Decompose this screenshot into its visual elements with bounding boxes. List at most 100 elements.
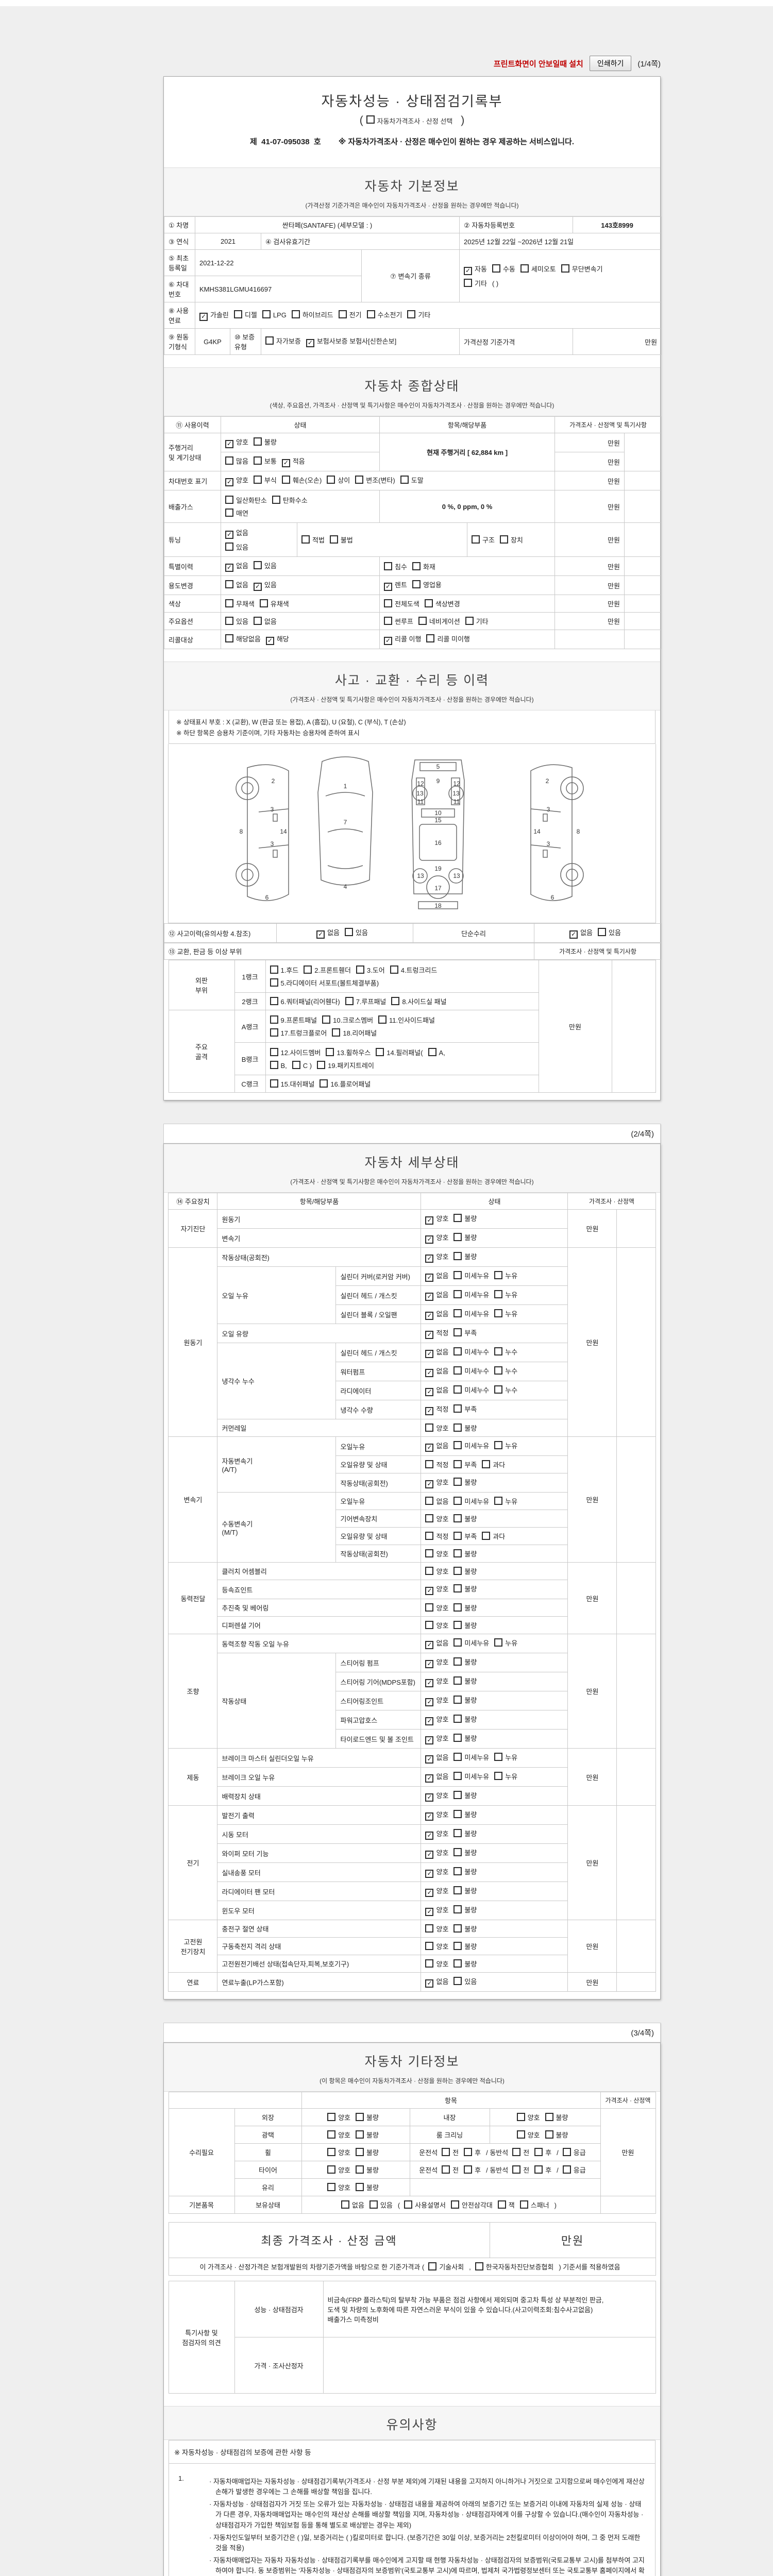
checkbox-LPG[interactable]: LPG (262, 310, 287, 319)
checkbox-스패너[interactable]: 스패너 (519, 2200, 549, 2210)
checkbox-후[interactable]: 후 (464, 2165, 481, 2175)
checkbox-양호[interactable]: 양호 (327, 2147, 350, 2157)
checkbox-16.플로어패널[interactable]: 16.플로어패널 (320, 1079, 371, 1089)
checkbox-18.리어패널[interactable]: 18.리어패널 (332, 1028, 377, 1038)
checkbox-전[interactable]: 전 (442, 2165, 459, 2175)
checkbox-양호[interactable]: 양호 (425, 1423, 448, 1433)
checkbox-불량[interactable]: 불량 (453, 1848, 477, 1857)
checkbox-네비게이션[interactable]: 네비게이션 (418, 616, 460, 626)
checkbox-누유[interactable]: 누유 (494, 1771, 517, 1781)
checkbox-불량[interactable]: 불량 (545, 2130, 568, 2140)
checkbox-양호[interactable]: ✓ 양호 (425, 1828, 448, 1840)
checkbox-도말[interactable]: 도말 (400, 475, 424, 485)
checkbox-적정[interactable]: 적정 (425, 1531, 448, 1541)
checkbox-색상변경[interactable]: 색상변경 (424, 599, 460, 608)
checkbox-없음[interactable]: ✓ 없음 (225, 528, 248, 539)
checkbox-불량[interactable]: 불량 (453, 1584, 477, 1594)
checkbox-무채색[interactable]: 무채색 (225, 599, 255, 608)
checkbox-불량[interactable]: 불량 (453, 1251, 477, 1261)
checkbox-없음[interactable]: 없음 (225, 580, 248, 589)
checkbox-불량[interactable]: 불량 (453, 1828, 477, 1838)
checkbox-미세누유[interactable]: 미세누유 (453, 1752, 489, 1762)
checkbox-불량[interactable]: 불량 (453, 1809, 477, 1819)
checkbox-훼손(오손)[interactable]: 훼손(오손) (281, 475, 322, 485)
checkbox-후[interactable]: 후 (534, 2165, 551, 2175)
checkbox-보험사보증 보험사[신한손보][interactable]: ✓ 보험사보증 보험사[신한손보] (306, 336, 396, 347)
checkbox-양호[interactable]: 양호 (425, 1603, 448, 1613)
checkbox-불량[interactable]: 불량 (453, 1905, 477, 1914)
checkbox-적음[interactable]: ✓ 적음 (281, 456, 305, 467)
checkbox-불량[interactable]: 불량 (453, 1959, 477, 1969)
checkbox-불량[interactable]: 불량 (356, 2130, 379, 2140)
checkbox-전체도색[interactable]: 전체도색 (384, 599, 419, 608)
checkbox-해당[interactable]: ✓ 해당 (265, 634, 289, 645)
checkbox-침수[interactable]: 침수 (384, 562, 407, 571)
checkbox-미세누유[interactable]: 미세누유 (453, 1270, 489, 1280)
checkbox-미세누유[interactable]: 미세누유 (453, 1496, 489, 1506)
checkbox-양호[interactable]: 양호 (425, 1959, 448, 1969)
checkbox-적정[interactable]: ✓ 적정 (425, 1404, 448, 1415)
checkbox-불량[interactable]: 불량 (453, 1603, 477, 1613)
checkbox-부족[interactable]: 부족 (453, 1531, 477, 1541)
checkbox-없음[interactable]: 없음 (425, 1496, 448, 1506)
checkbox-불량[interactable]: 불량 (253, 437, 277, 447)
checkbox-불량[interactable]: 불량 (453, 1924, 477, 1934)
checkbox-양호[interactable]: ✓ 양호 (425, 1695, 448, 1706)
checkbox-부식[interactable]: 부식 (253, 475, 277, 485)
checkbox-잭[interactable]: 잭 (497, 2200, 515, 2210)
checkbox-양호[interactable]: ✓ 양호 (425, 1657, 448, 1668)
price-survey-select-checkbox[interactable]: 자동차가격조사 · 산정 선택 (366, 115, 452, 126)
checkbox-불량[interactable]: 불량 (356, 2182, 379, 2192)
checkbox-불량[interactable]: 불량 (453, 1941, 477, 1951)
checkbox-15.대쉬패널[interactable]: 15.대쉬패널 (270, 1079, 314, 1089)
checkbox-부족[interactable]: 부족 (453, 1404, 477, 1414)
checkbox-양호[interactable]: 양호 (425, 1549, 448, 1558)
checkbox-미세누유[interactable]: 미세누유 (453, 1440, 489, 1450)
checkbox-적정[interactable]: ✓ 적정 (425, 1328, 448, 1339)
checkbox-13.휠하우스[interactable]: 13.휠하우스 (326, 1047, 371, 1057)
checkbox-2.프론트휀더[interactable]: 2.프론트휀더 (304, 965, 351, 975)
checkbox-없음[interactable]: 없음 (341, 2200, 364, 2210)
checkbox-미세누유[interactable]: 미세누유 (453, 1309, 489, 1318)
checkbox-누수[interactable]: 누수 (494, 1347, 517, 1357)
checkbox-해당없음[interactable]: 해당없음 (225, 634, 261, 643)
checkbox-안전삼각대[interactable]: 안전삼각대 (450, 2200, 493, 2210)
checkbox-적정[interactable]: 적정 (425, 1460, 448, 1469)
checkbox-있음[interactable]: 있음 (345, 927, 368, 937)
checkbox-일산화탄소[interactable]: 일산화탄소 (225, 495, 267, 505)
checkbox-없음[interactable]: ✓ 없음 (425, 1976, 448, 1988)
checkbox-기술사회[interactable]: 기술사회 (428, 2262, 464, 2272)
checkbox-기타[interactable]: 기타 (465, 616, 489, 626)
checkbox-누유[interactable]: 누유 (494, 1752, 517, 1762)
checkbox-누유[interactable]: 누유 (494, 1638, 517, 1648)
checkbox-후[interactable]: 후 (464, 2147, 481, 2157)
checkbox-렌트[interactable]: ✓ 렌트 (384, 580, 407, 591)
checkbox-없음[interactable]: ✓ 없음 (425, 1752, 448, 1764)
checkbox-누유[interactable]: 누유 (494, 1290, 517, 1299)
checkbox-무단변속기[interactable]: 무단변속기 (561, 264, 603, 274)
checkbox-양호[interactable]: ✓ 양호 (425, 1584, 448, 1595)
checkbox-불량[interactable]: 불량 (453, 1477, 477, 1487)
checkbox-없음[interactable]: ✓ 없음 (425, 1309, 448, 1320)
checkbox-불량[interactable]: 불량 (545, 2112, 568, 2122)
checkbox-8.사이드실 패널[interactable]: 8.사이드실 패널 (391, 996, 447, 1006)
checkbox-양호[interactable]: 양호 (516, 2130, 540, 2140)
checkbox-없음[interactable]: ✓ 없음 (425, 1347, 448, 1358)
checkbox-불량[interactable]: 불량 (453, 1886, 477, 1895)
checkbox-없음[interactable]: ✓ 없음 (425, 1440, 448, 1452)
checkbox-화재[interactable]: 화재 (412, 562, 435, 571)
checkbox-미세누유[interactable]: 미세누유 (453, 1638, 489, 1648)
checkbox-많음[interactable]: 많음 (225, 456, 248, 466)
checkbox-양호[interactable]: ✓ 양호 (425, 1477, 448, 1488)
checkbox-양호[interactable]: ✓ 양호 (425, 1714, 448, 1725)
checkbox-누수[interactable]: 누수 (494, 1385, 517, 1395)
checkbox-19.패키지트레이[interactable]: 19.패키지트레이 (317, 1060, 374, 1070)
checkbox-양호[interactable]: ✓ 양호 (425, 1251, 448, 1263)
checkbox-양호[interactable]: 양호 (327, 2112, 350, 2122)
checkbox-5.라디에이터 서포트(볼트체결부품)[interactable]: 5.라디에이터 서포트(볼트체결부품) (270, 978, 379, 988)
checkbox-과다[interactable]: 과다 (482, 1531, 505, 1541)
checkbox-없음[interactable]: ✓ 없음 (569, 927, 593, 939)
checkbox-불량[interactable]: 불량 (453, 1549, 477, 1558)
checkbox-있음[interactable]: 있음 (225, 542, 248, 552)
checkbox-3.도어[interactable]: 3.도어 (356, 965, 385, 975)
